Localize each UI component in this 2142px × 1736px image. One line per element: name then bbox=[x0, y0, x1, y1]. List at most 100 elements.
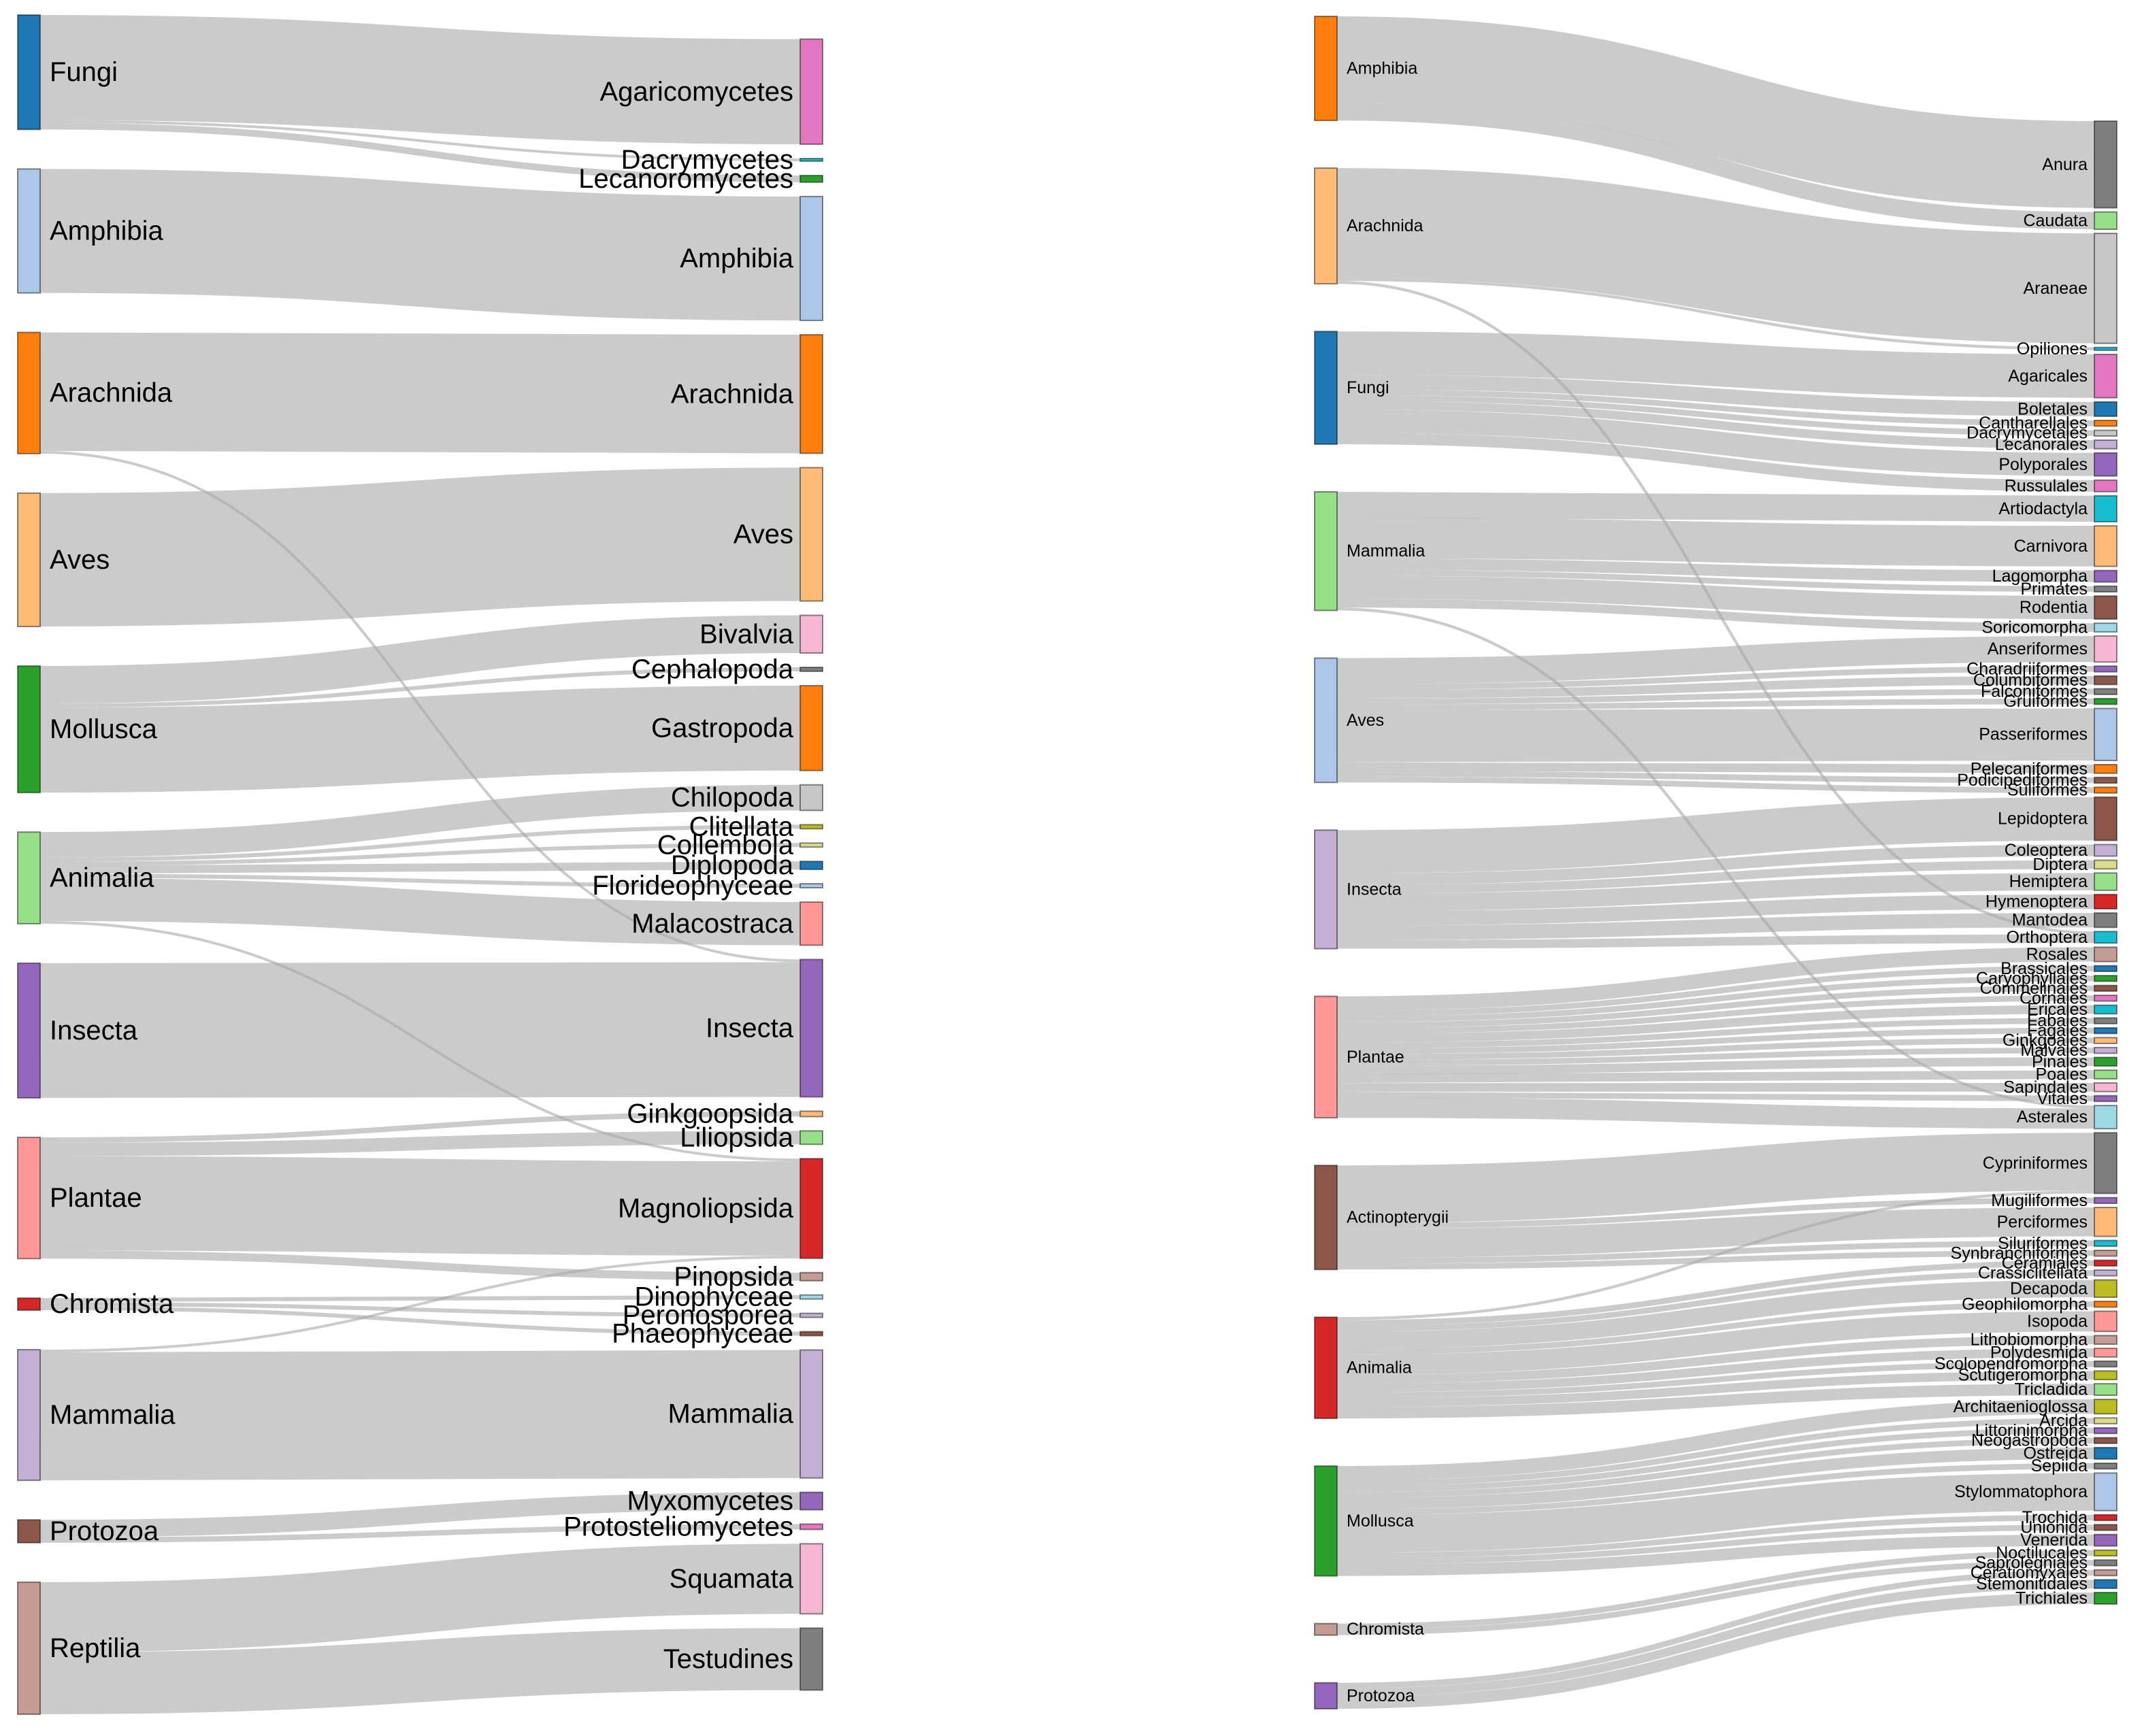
sankey-1-link-plantae-to-liliopsida bbox=[39, 1131, 801, 1156]
sankey-1-target-label-insecta: Insecta bbox=[706, 1013, 794, 1043]
sankey-1-target-node-aves bbox=[800, 467, 823, 602]
sankey-2-target-label-charadriiformes: Charadriiformes bbox=[1966, 659, 2088, 678]
sankey-2-target-label-anura: Anura bbox=[2042, 155, 2088, 174]
sankey-2-target-node-scutigeromorpha bbox=[2094, 1370, 2118, 1381]
sankey-2-link-fungi-to-lecanorales bbox=[1336, 401, 2095, 449]
sankey-2-link-arachnida-to-araneae bbox=[1336, 168, 2095, 344]
sankey-2-source-node-aves bbox=[1314, 657, 1338, 784]
sankey-1-target-label-malacostraca: Malacostraca bbox=[631, 909, 794, 939]
sankey-1-link-fungi-to-lecanoromycetes bbox=[39, 122, 801, 182]
sankey-1-source-node-chromista bbox=[17, 1297, 41, 1312]
sankey-1-target-node-bivalvia bbox=[800, 614, 823, 654]
sankey-2-target-node-soricomorpha bbox=[2094, 622, 2118, 633]
sankey-1-link-fungi-to-agaricomycetes bbox=[39, 14, 801, 145]
sankey-2-link-actinopterygii-to-synbranchiformes bbox=[1336, 1250, 2095, 1270]
sankey-2-target-label-vitales: Vitales bbox=[2037, 1089, 2088, 1108]
sankey-2-target-node-isopoda bbox=[2094, 1310, 2118, 1333]
sankey-2-target-label-hymenoptera: Hymenoptera bbox=[1986, 892, 2088, 911]
sankey-2-target-node-diptera bbox=[2094, 859, 2118, 870]
sankey-2-target-node-lithobiomorpha bbox=[2094, 1335, 2118, 1346]
sankey-2-link-animalia-to-scutigeromorpha bbox=[1336, 1371, 2095, 1407]
sankey-2-link-protozoa-to-stemonitidales bbox=[1336, 1580, 2095, 1697]
sankey-1-target-label-florideophyceae: Florideophyceae bbox=[592, 871, 793, 901]
sankey-2-target-node-hemiptera bbox=[2094, 872, 2118, 891]
sankey-2-target-label-caryophyllales: Caryophyllales bbox=[1976, 969, 2088, 988]
sankey-1-source-node-aves bbox=[17, 492, 41, 627]
sankey-1-source-node-mammalia bbox=[17, 1349, 41, 1482]
sankey-2-link-mollusca-to-littorinimorpha bbox=[1336, 1427, 2095, 1492]
sankey-1-source-label-arachnida: Arachnida bbox=[50, 378, 173, 408]
sankey-2-target-node-neogastropoda bbox=[2094, 1437, 2118, 1444]
sankey-2-target-node-passeriformes bbox=[2094, 707, 2118, 761]
sankey-1-target-label-phaeophyceae: Phaeophyceae bbox=[612, 1319, 793, 1349]
sankey-2-target-label-scutigeromorpha: Scutigeromorpha bbox=[1958, 1366, 2088, 1385]
sankey-1-target-node-dacrymycetes bbox=[800, 158, 823, 162]
sankey-2-target-label-stylommatophora: Stylommatophora bbox=[1954, 1482, 2088, 1501]
sankey-2-target-label-geophilomorpha: Geophilomorpha bbox=[1962, 1295, 2088, 1314]
sankey-2-source-node-plantae bbox=[1314, 995, 1338, 1119]
sankey-2-link-plantae-to-caryophyllales bbox=[1336, 975, 2095, 1022]
sankey-2-link-fungi-to-russulales bbox=[1336, 433, 2095, 492]
sankey-1-target-node-lecanoromycetes bbox=[800, 174, 823, 183]
sankey-1-source-node-plantae bbox=[17, 1136, 41, 1260]
sankey-2-target-label-brassicales: Brassicales bbox=[2000, 959, 2088, 978]
sankey-1-link-plantae-to-ginkgoopsida bbox=[39, 1111, 801, 1143]
sankey-1-source-node-protozoa bbox=[17, 1519, 41, 1543]
sankey-2-target-node-artiodactyla bbox=[2094, 495, 2118, 523]
sankey-1-target-node-cephalopoda bbox=[800, 666, 823, 672]
sankey-2-target-label-commelinales: Commelinales bbox=[1980, 979, 2088, 998]
sankey-1-target-label-liliopsida: Liliopsida bbox=[680, 1122, 794, 1152]
sankey-2-link-mollusca-to-venerida bbox=[1336, 1534, 2095, 1576]
sankey-1-source-label-aves: Aves bbox=[50, 545, 110, 575]
sankey-1-target-node-dinophyceae bbox=[800, 1294, 823, 1300]
sankey-2-target-node-lecanorales bbox=[2094, 439, 2118, 450]
sankey-2-source-node-animalia bbox=[1314, 1316, 1338, 1420]
sankey-2-target-node-scolopendromorpha bbox=[2094, 1360, 2118, 1368]
sankey-2-link-aves-to-passeriformes bbox=[1336, 708, 2095, 763]
sankey-2-link-plantae-to-ginkgoales bbox=[1336, 1037, 2095, 1061]
sankey-1-source-label-mollusca: Mollusca bbox=[50, 714, 158, 744]
sankey-2-target-label-opiliones: Opiliones bbox=[2017, 339, 2088, 358]
sankey-2-source-label-fungi: Fungi bbox=[1347, 378, 1389, 397]
sankey-1-target-node-arachnida bbox=[800, 334, 823, 454]
sankey-2-target-label-lagomorpha: Lagomorpha bbox=[1992, 567, 2088, 586]
sankey-2-link-mammalia-to-rodentia bbox=[1336, 575, 2095, 620]
sankey-2-target-label-architaenioglossa: Architaenioglossa bbox=[1954, 1397, 2088, 1416]
sankey-2-target-node-pinales bbox=[2094, 1056, 2118, 1067]
sankey-2-link-protozoa-to-trichiales bbox=[1336, 1592, 2095, 1709]
sankey-2-target-label-trochida: Trochida bbox=[2022, 1508, 2088, 1527]
sankey-2-target-node-saprolegniales bbox=[2094, 1559, 2118, 1567]
sankey-2-target-node-primates bbox=[2094, 585, 2118, 593]
sankey-2-target-node-trichiales bbox=[2094, 1591, 2118, 1605]
sankey-2-link-mammalia-to-soricomorpha bbox=[1336, 599, 2095, 632]
sankey-2-target-label-decapoda: Decapoda bbox=[2010, 1279, 2088, 1298]
sankey-2-target-label-venerida: Venerida bbox=[2020, 1531, 2088, 1550]
sankey-2-target-node-mugiliformes bbox=[2094, 1197, 2118, 1205]
sankey-1-target-node-insecta bbox=[800, 958, 823, 1098]
sankey-2-target-label-boletales: Boletales bbox=[2017, 399, 2088, 418]
sankey-2-target-label-scolopendromorpha: Scolopendromorpha bbox=[1934, 1354, 2088, 1373]
sankey-1-target-node-protosteliomycetes bbox=[800, 1523, 823, 1531]
sankey-2-target-label-ceratiomyxales: Ceratiomyxales bbox=[1971, 1563, 2088, 1582]
sankey-2-target-label-lithobiomorpha: Lithobiomorpha bbox=[1971, 1331, 2088, 1350]
sankey-1-link-plantae-to-pinopsida bbox=[39, 1250, 801, 1281]
sankey-1-link-chromista-to-phaeophyceae bbox=[39, 1306, 801, 1336]
sankey-2-link-mammalia-to-primates bbox=[1336, 569, 2095, 592]
sankey-2-link-aves-to-falconiformes bbox=[1336, 688, 2095, 705]
sankey-2-target-node-venerida bbox=[2094, 1533, 2118, 1547]
sankey-2-target-node-fabales bbox=[2094, 1017, 2118, 1024]
sankey-1-source-label-reptilia: Reptilia bbox=[50, 1633, 141, 1663]
sankey-2-target-node-poales bbox=[2094, 1069, 2118, 1080]
sankey-2-link-insecta-to-mantodea bbox=[1336, 913, 2095, 940]
sankey-1-target-node-clitellata bbox=[800, 824, 823, 830]
sankey-2-target-node-rosales bbox=[2094, 946, 2118, 963]
sankey-2-source-label-plantae: Plantae bbox=[1347, 1048, 1404, 1067]
sankey-1-links bbox=[39, 14, 801, 1714]
sankey-2-target-label-perciformes: Perciformes bbox=[1997, 1212, 2088, 1231]
sankey-2-target-node-cornales bbox=[2094, 995, 2118, 1002]
sankey-2-link-mollusca-to-sepiida bbox=[1336, 1463, 2095, 1516]
sankey-2-link-animalia-to-ceramiales bbox=[1336, 1260, 2095, 1326]
sankey-1-link-mammalia-to-magnoliopsida bbox=[39, 1255, 801, 1353]
sankey-1-target-label-gastropoda: Gastropoda bbox=[651, 713, 794, 743]
sankey-2-target-node-agaricales bbox=[2094, 353, 2118, 399]
